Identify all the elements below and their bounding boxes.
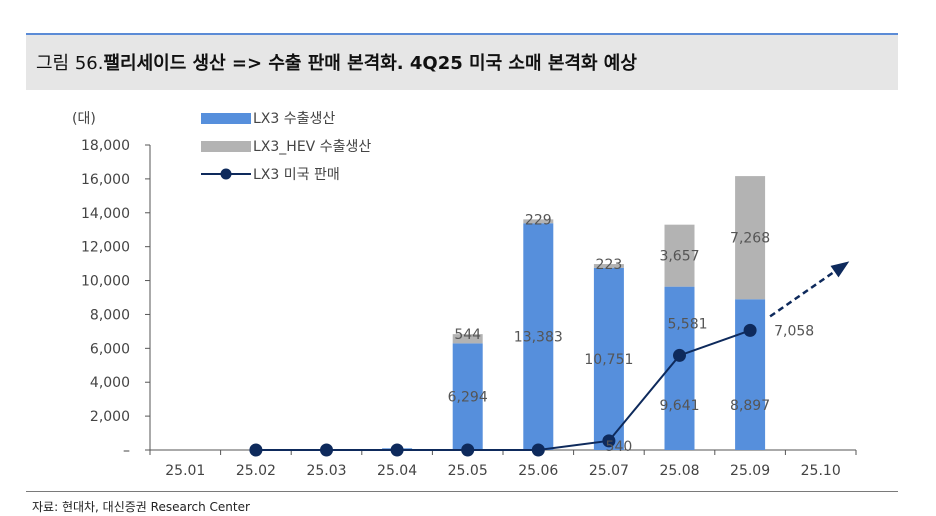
line-point [249,443,263,457]
bar-lx3-hev-export [452,334,483,344]
bar-lx3-hev-export [523,219,554,224]
x-tick-label: 25.03 [306,463,346,479]
bar-lx3-export [452,343,483,450]
figure-number: 그림 56. [36,53,104,74]
y-tick-label: – [123,443,130,459]
x-tick-label: 25.06 [518,463,558,479]
trend-arrow-head [830,261,850,278]
legend-swatch [201,113,251,124]
line-value-label: 7,058 [774,323,814,339]
x-tick-label: 25.02 [236,463,276,479]
bar-lx3-hev-export [664,224,695,287]
trend-arrow-line [769,262,847,318]
line-point [673,348,686,362]
y-unit-label: (대) [72,111,96,127]
title-top-rule [26,33,898,35]
y-tick-label: 14,000 [81,206,130,222]
x-tick-label: 25.05 [448,463,488,479]
line-point [531,443,545,457]
bar-hev-value-label: 3,657 [659,249,699,265]
x-tick-label: 25.04 [377,463,417,479]
source-note: 자료: 현대차, 대신증권 Research Center [32,500,250,514]
bar-hev-value-label: 229 [525,212,552,228]
bar-hev-value-label: 544 [454,327,481,343]
line-value-label: 5,581 [667,316,707,332]
line-value-label: 540 [606,439,633,455]
y-tick-label: 2,000 [90,409,130,425]
legend-label: LX3 미국 판매 [253,167,340,183]
bar-lx3-value-label: 10,751 [584,352,633,368]
y-tick-label: 10,000 [81,274,130,290]
x-tick-label: 25.09 [730,463,770,479]
bar-hev-value-label: 223 [596,257,623,273]
bar-lx3-value-label: 8,897 [730,398,770,414]
y-tick-label: 18,000 [81,138,130,154]
bar-lx3-hev-export [735,176,766,300]
legend-marker [220,168,232,180]
figure-title: 그림 56.팰리세이드 생산 => 수출 판매 본격화. 4Q25 미국 소매 … [36,49,637,75]
bar-lx3-export [593,267,624,450]
legend-swatch [201,141,251,152]
y-tick-label: 16,000 [81,172,130,188]
line-point [602,434,616,448]
line-point [743,323,757,337]
bar-lx3-value-label: 9,641 [659,398,699,414]
legend-label: LX3_HEV 수출생산 [253,139,371,155]
bar-lx3-value-label: 6,294 [448,390,488,406]
y-tick-label: 8,000 [90,307,130,323]
y-tick-label: 4,000 [90,375,130,391]
bar-lx3-hev-export [593,264,624,268]
title-bar: 그림 56.팰리세이드 생산 => 수출 판매 본격화. 4Q25 미국 소매 … [26,35,898,90]
line-point [320,443,333,457]
x-tick-label: 25.08 [659,463,699,479]
bar-lx3-value-label: 13,383 [514,330,563,346]
source-rule [26,491,898,492]
line-point [390,443,404,457]
y-tick-label: 6,000 [90,341,130,357]
line-lx3-us-sales [255,329,751,451]
x-tick-label: 25.10 [801,463,841,479]
x-tick-label: 25.07 [589,463,629,479]
y-tick-label: 12,000 [81,240,130,256]
chart: – 2,000 4,000 6,000 8,000 10,000 12,000 14,000 1… [72,111,857,479]
figure-title-text: 팰리세이드 생산 => 수출 판매 본격화. 4Q25 미국 소매 본격화 예상 [103,53,637,74]
x-tick-label: 25.01 [165,463,205,479]
chart-plot: – 2,000 4,000 6,000 8,000 10,000 12,000 14,000 1… [72,111,857,479]
bar-lx3-export [523,223,554,450]
line-point [461,443,475,457]
bar-lx3-export [735,299,766,450]
legend-label: LX3 수출생산 [253,111,335,127]
bar-hev-value-label: 7,268 [730,231,770,247]
